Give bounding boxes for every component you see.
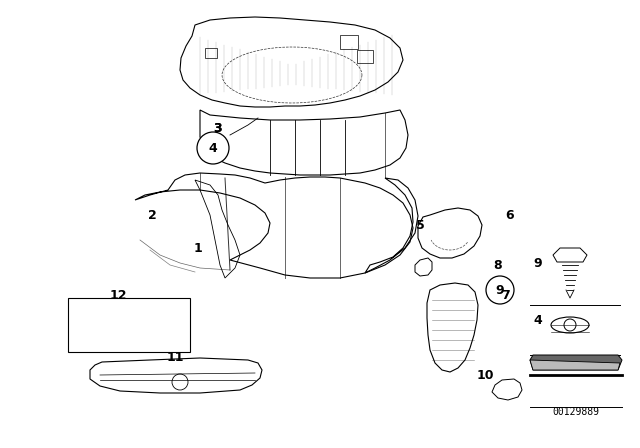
Circle shape bbox=[486, 276, 514, 304]
Text: 4: 4 bbox=[534, 314, 542, 327]
Text: 4: 4 bbox=[209, 142, 218, 155]
Text: 7: 7 bbox=[500, 289, 509, 302]
Text: 1: 1 bbox=[194, 241, 202, 254]
Text: 10: 10 bbox=[476, 369, 493, 382]
Circle shape bbox=[197, 132, 229, 164]
Polygon shape bbox=[530, 355, 622, 370]
Text: 2: 2 bbox=[148, 208, 156, 221]
Text: 9: 9 bbox=[496, 284, 504, 297]
Text: 12: 12 bbox=[109, 289, 127, 302]
Text: 5: 5 bbox=[415, 219, 424, 232]
Polygon shape bbox=[530, 360, 620, 370]
Text: 9: 9 bbox=[534, 257, 542, 270]
Text: 8: 8 bbox=[493, 258, 502, 271]
Text: 00129889: 00129889 bbox=[552, 407, 600, 417]
Text: 11: 11 bbox=[166, 350, 184, 363]
Text: 3: 3 bbox=[214, 121, 222, 134]
Text: 3: 3 bbox=[214, 121, 222, 134]
Text: 6: 6 bbox=[506, 208, 515, 221]
